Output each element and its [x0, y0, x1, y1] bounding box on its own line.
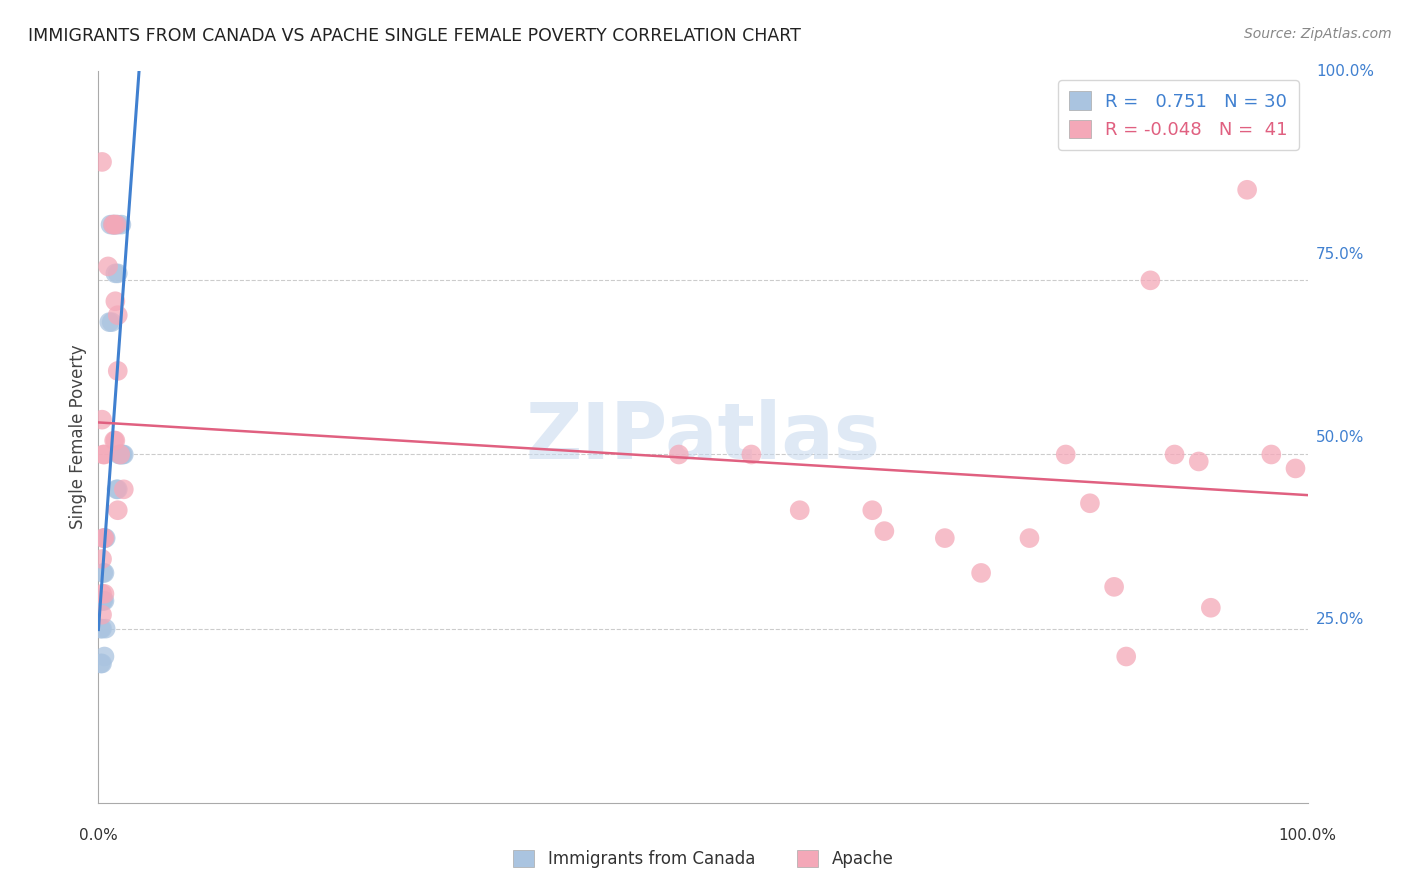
Point [100, 218, 122, 232]
Point [860, 503, 883, 517]
Point [1078, 496, 1101, 510]
Point [108, 448, 131, 462]
Point [101, 218, 124, 232]
Text: 75.0%: 75.0% [1316, 247, 1364, 261]
Point [93, 531, 115, 545]
Point [1199, 600, 1222, 615]
Point [91, 594, 114, 608]
Point [112, 483, 135, 497]
Point [104, 294, 127, 309]
Point [1188, 454, 1211, 468]
Point [90, 622, 112, 636]
Point [91, 448, 114, 462]
Point [93, 531, 115, 545]
Point [111, 448, 134, 462]
Point [91, 531, 114, 545]
Point [93, 566, 115, 580]
Point [104, 434, 127, 448]
Point [1284, 461, 1306, 475]
Point [108, 448, 131, 462]
Text: ZIPatlas: ZIPatlas [526, 399, 880, 475]
Point [94, 622, 117, 636]
Point [93, 649, 115, 664]
Point [668, 448, 690, 462]
Text: 100.0%: 100.0% [1316, 64, 1374, 78]
Point [107, 483, 129, 497]
Point [112, 448, 135, 462]
Legend: Immigrants from Canada, Apache: Immigrants from Canada, Apache [506, 844, 900, 875]
Point [91, 552, 114, 566]
Point [107, 503, 129, 517]
Y-axis label: Single Female Poverty: Single Female Poverty [69, 345, 87, 529]
Point [104, 218, 127, 232]
Point [1236, 183, 1258, 197]
Point [789, 503, 811, 517]
Point [93, 448, 115, 462]
Text: 50.0%: 50.0% [1316, 430, 1364, 444]
Point [934, 531, 956, 545]
Point [1102, 580, 1125, 594]
Point [107, 266, 129, 280]
Point [101, 218, 124, 232]
Point [110, 218, 132, 232]
Point [740, 448, 762, 462]
Point [1260, 448, 1282, 462]
Text: 25.0%: 25.0% [1316, 613, 1364, 627]
Point [873, 524, 896, 538]
Point [91, 566, 114, 580]
Point [103, 218, 125, 232]
Point [103, 218, 125, 232]
Point [93, 587, 115, 601]
Point [107, 218, 129, 232]
Point [91, 412, 114, 426]
Text: 100.0%: 100.0% [1278, 828, 1337, 843]
Point [105, 218, 128, 232]
Text: Source: ZipAtlas.com: Source: ZipAtlas.com [1244, 27, 1392, 41]
Point [91, 607, 114, 622]
Point [105, 483, 128, 497]
Point [1115, 649, 1137, 664]
Point [107, 364, 129, 378]
Point [100, 315, 122, 329]
Point [91, 587, 114, 601]
Point [1018, 531, 1040, 545]
Point [90, 657, 112, 671]
Point [103, 434, 125, 448]
Point [110, 448, 132, 462]
Point [98, 315, 121, 329]
Text: 0.0%: 0.0% [79, 828, 118, 843]
Point [91, 155, 114, 169]
Point [970, 566, 993, 580]
Point [104, 266, 127, 280]
Point [1054, 448, 1077, 462]
Point [93, 594, 115, 608]
Point [107, 308, 129, 322]
Point [1139, 273, 1161, 287]
Text: IMMIGRANTS FROM CANADA VS APACHE SINGLE FEMALE POVERTY CORRELATION CHART: IMMIGRANTS FROM CANADA VS APACHE SINGLE … [28, 27, 801, 45]
Point [94, 531, 117, 545]
Point [91, 594, 114, 608]
Point [108, 448, 131, 462]
Point [91, 657, 114, 671]
Point [1163, 448, 1185, 462]
Point [91, 622, 114, 636]
Point [97, 260, 120, 274]
